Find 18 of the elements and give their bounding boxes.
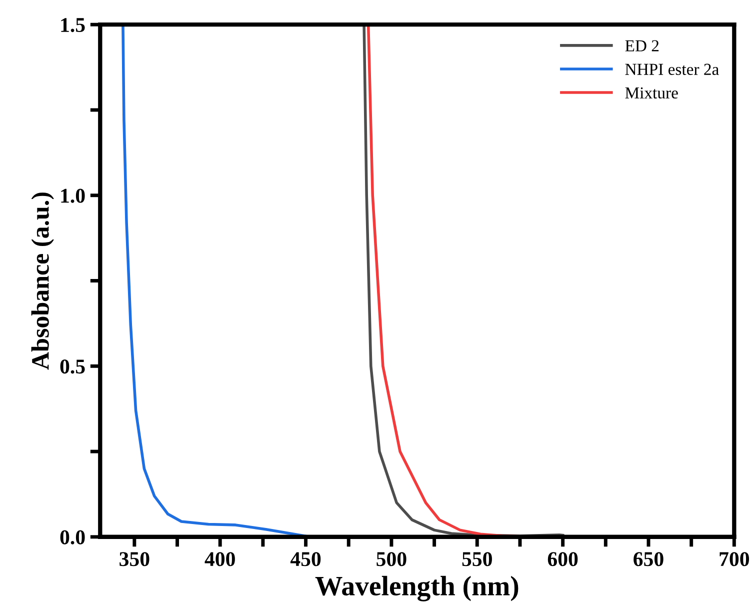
x-tick-label: 450 <box>290 552 321 566</box>
x-tick-label: 400 <box>204 552 235 566</box>
x-tick-label: 350 <box>120 552 150 566</box>
y-tick-label: 1.0 <box>61 188 85 203</box>
x-tick-label: 550 <box>462 552 492 566</box>
x-tick-label: 500 <box>376 552 406 566</box>
x-tick-label: 650 <box>634 552 664 566</box>
y-tick-label: 0.0 <box>60 530 85 544</box>
y-tick-label: 0.5 <box>60 360 85 374</box>
y-tick-label: 1.5 <box>61 18 85 32</box>
y-axis-title: Absobance (a.u.) <box>31 192 54 370</box>
legend-label: Mixture <box>625 87 678 99</box>
x-tick-label: 700 <box>720 552 750 566</box>
line-series <box>362 24 564 537</box>
legend-label: NHPI ester 2a <box>625 64 719 75</box>
legend-label: ED 2 <box>625 40 659 52</box>
x-tick-label: 600 <box>548 552 578 566</box>
x-axis-title: Wavelength (nm) <box>315 576 518 602</box>
